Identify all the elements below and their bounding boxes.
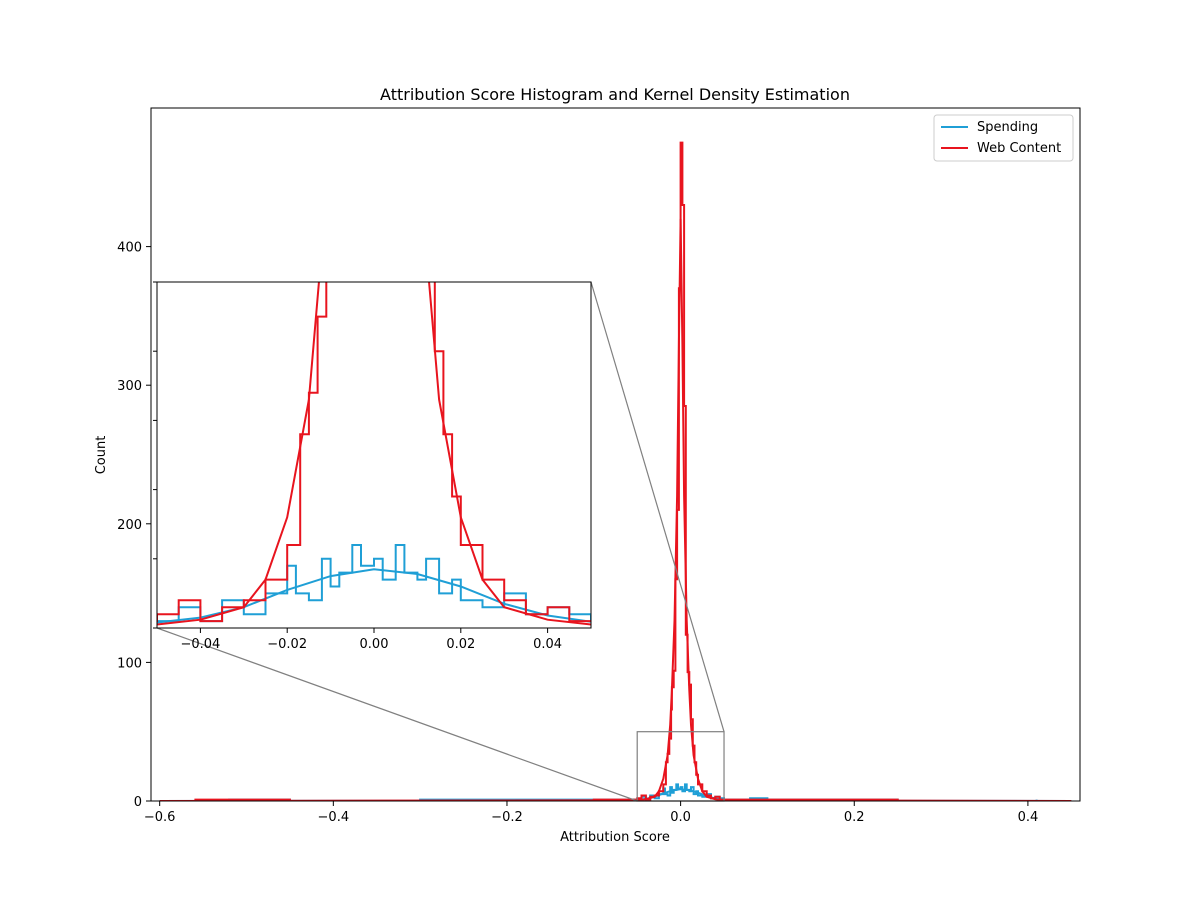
y-tick-label: 400: [117, 241, 142, 256]
y-tick-label: 300: [117, 379, 142, 394]
legend: Spending Web Content: [933, 114, 1074, 162]
inset-x-tick-label: 0.04: [533, 637, 562, 652]
y-tick-label: 0: [134, 795, 142, 810]
x-tick-label: −0.6: [144, 810, 176, 825]
inset-x-tick-label: −0.04: [180, 637, 220, 652]
main-ticks: −0.6 −0.4 −0.2 0.0 0.2 0.4 0 100 200 300 400: [117, 241, 1038, 825]
inset-ticks: −0.04 −0.02 0.00 0.02 0.04: [153, 281, 562, 652]
y-tick-label: 200: [117, 518, 142, 533]
main-plot-area: [159, 141, 1072, 801]
inset-x-tick-label: 0.00: [360, 637, 389, 652]
main-axes-frame: [150, 107, 1081, 802]
inset-plot: [157, 282, 591, 628]
inset-hist-web-content: [157, 282, 591, 623]
y-tick-label: 100: [117, 656, 142, 671]
zoom-connector-lower: [156, 627, 638, 802]
legend-box: [933, 114, 1074, 162]
inset-kde-spending: [157, 568, 591, 624]
x-tick-label: −0.4: [318, 810, 350, 825]
x-tick-label: −0.2: [491, 810, 523, 825]
inset-kde-web-content: [157, 282, 591, 626]
inset-x-tick-label: −0.02: [267, 637, 307, 652]
x-tick-label: 0.0: [670, 810, 691, 825]
y-axis-label: Count: [94, 436, 109, 475]
legend-label-spending: Spending: [977, 120, 1038, 135]
x-tick-label: 0.2: [844, 810, 865, 825]
zoom-connector-upper: [590, 281, 725, 732]
x-tick-label: 0.4: [1018, 810, 1039, 825]
legend-label-web-content: Web Content: [977, 141, 1061, 156]
inset-background: [157, 282, 591, 628]
x-axis-label: Attribution Score: [560, 830, 670, 845]
kde-web-content: [159, 218, 1072, 801]
inset-x-tick-label: 0.02: [446, 637, 475, 652]
chart-title: Attribution Score Histogram and Kernel D…: [380, 85, 850, 104]
